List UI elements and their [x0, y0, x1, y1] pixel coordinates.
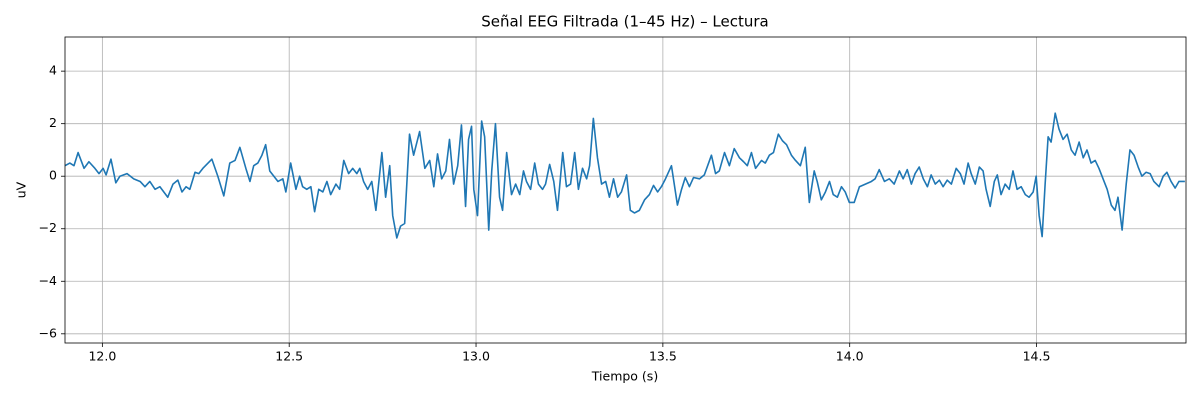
y-tick-label: −4	[39, 273, 57, 288]
x-tick-label: 14.5	[1023, 349, 1051, 364]
x-tick-label: 12.5	[275, 349, 303, 364]
y-tick-label: −2	[39, 220, 57, 235]
y-tick-label: −6	[39, 325, 57, 340]
x-tick-label: 14.0	[836, 349, 864, 364]
x-tick-label: 13.5	[649, 349, 677, 364]
y-tick-label: 4	[49, 63, 57, 78]
grid	[65, 37, 1186, 343]
x-tick-label: 13.0	[462, 349, 490, 364]
x-tick-label: 12.0	[88, 349, 116, 364]
plot-frame	[64, 36, 1187, 344]
y-tick-label: 0	[49, 168, 57, 183]
y-tick-label: 2	[49, 115, 57, 130]
chart-title: Señal EEG Filtrada (1–45 Hz) – Lectura	[481, 13, 768, 31]
x-axis-label: Tiempo (s)	[591, 369, 658, 384]
y-axis-label: uV	[14, 181, 29, 198]
signal-line	[65, 112, 1185, 239]
plot-area	[65, 112, 1185, 239]
